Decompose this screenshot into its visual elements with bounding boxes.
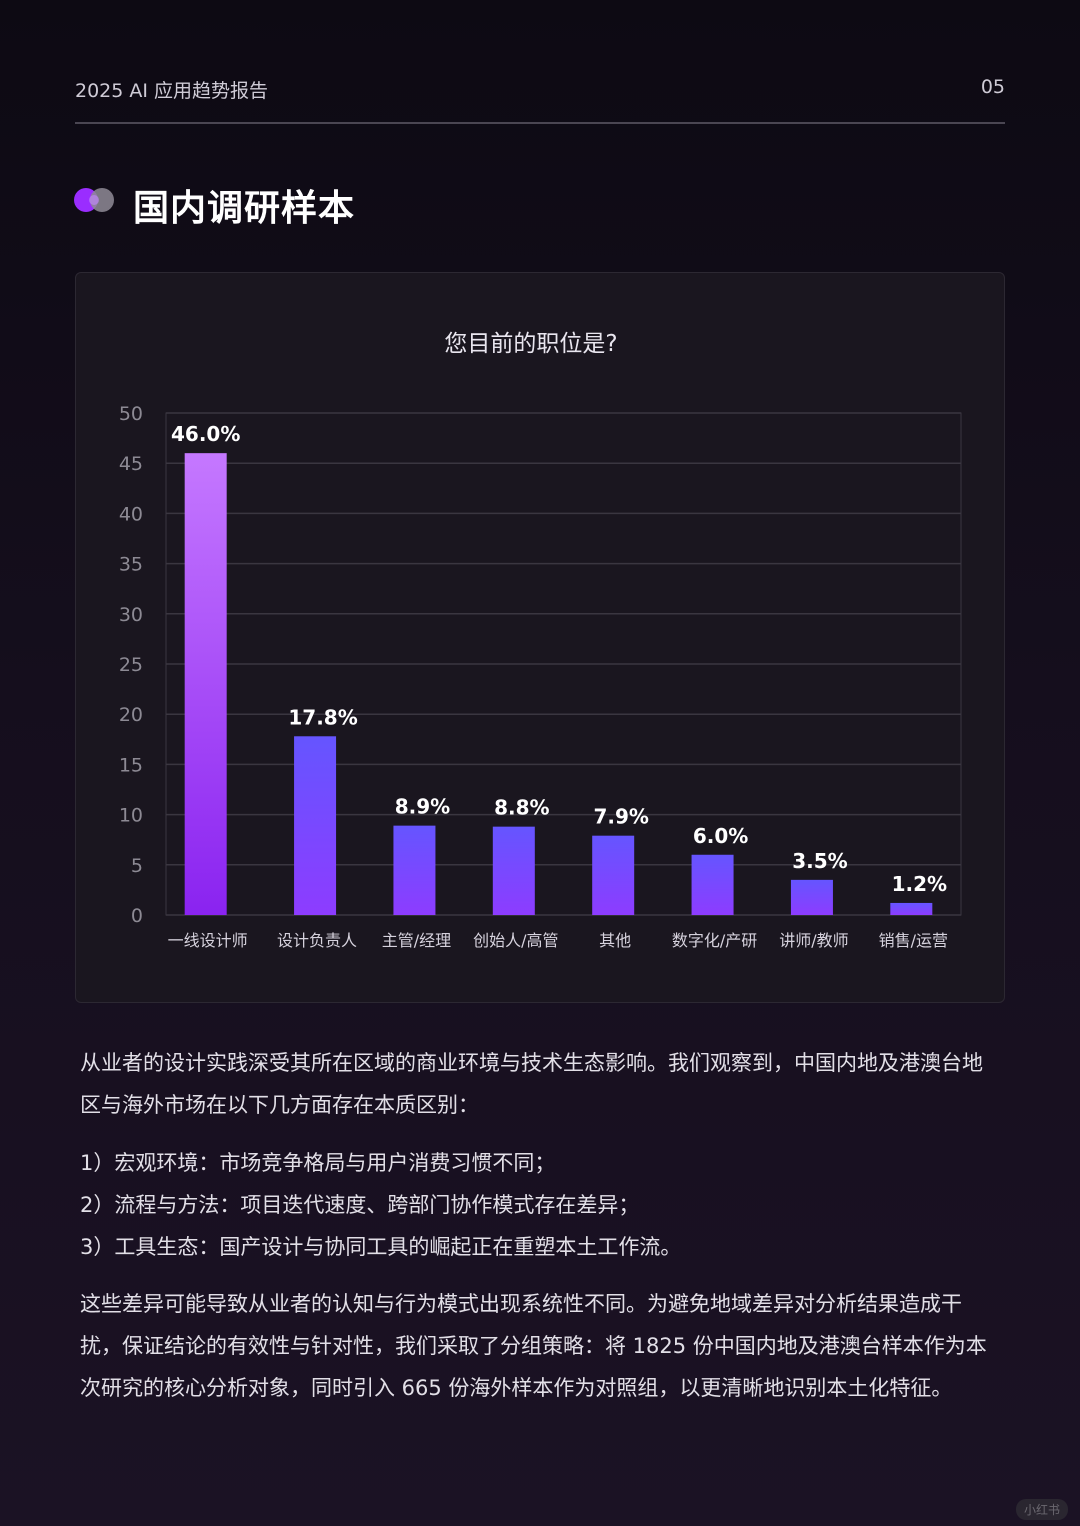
page-header: 2025 AI 应用趋势报告 05	[75, 74, 1005, 124]
y-tick-label: 50	[119, 403, 143, 425]
value-label: 46.0%	[171, 422, 240, 446]
value-label: 1.2%	[892, 872, 947, 896]
x-category-label: 讲师/教师	[779, 931, 848, 950]
bar	[393, 825, 436, 915]
x-category-label: 数字化/产研	[672, 931, 757, 950]
x-category-label: 主管/经理	[382, 931, 451, 950]
value-label: 6.0%	[693, 824, 748, 848]
y-tick-label: 30	[119, 604, 143, 626]
value-label: 7.9%	[593, 805, 648, 829]
report-title: 2025 AI 应用趋势报告	[75, 80, 269, 102]
y-tick-label: 15	[119, 754, 143, 776]
y-tick-label: 20	[119, 704, 143, 726]
watermark-logo: 小红书	[1015, 1499, 1068, 1520]
y-tick-label: 45	[119, 453, 143, 475]
y-tick-label: 35	[119, 554, 143, 576]
x-category-label: 其他	[599, 931, 631, 950]
value-label: 17.8%	[288, 705, 357, 729]
value-label: 8.9%	[395, 795, 450, 819]
bar-chart: 您目前的职位是? 0 5 10 15 20 25 30 35 40 45 50 46.0% 一线设计师 1…	[119, 331, 962, 950]
toggle-dots-icon	[74, 188, 114, 212]
strategy-paragraph: 这些差异可能导致从业者的认知与行为模式出现系统性不同。为避免地域差异对分析结果造…	[80, 1292, 987, 1400]
bar	[184, 453, 227, 915]
y-tick-label: 10	[119, 805, 143, 827]
x-category-label: 一线设计师	[168, 931, 248, 950]
value-label: 3.5%	[792, 849, 847, 873]
list-item: 2）流程与方法：项目迭代速度、跨部门协作模式存在差异；	[80, 1193, 640, 1217]
list-item: 1）宏观环境：市场竞争格局与用户消费习惯不同；	[80, 1151, 556, 1175]
difference-list: 1）宏观环境：市场竞争格局与用户消费习惯不同； 2）流程与方法：项目迭代速度、跨…	[80, 1142, 1002, 1268]
bar	[890, 902, 933, 915]
bar	[790, 879, 833, 915]
intro-paragraph: 从业者的设计实践深受其所在区域的商业环境与技术生态影响。我们观察到，中国内地及港…	[80, 1051, 983, 1117]
bar	[492, 826, 535, 915]
bar	[691, 854, 734, 915]
chart-title: 您目前的职位是?	[444, 331, 617, 357]
section-title: 国内调研样本	[133, 188, 356, 229]
x-category-label: 设计负责人	[277, 931, 357, 950]
list-item: 3）工具生态：国产设计与协同工具的崛起正在重塑本土工作流。	[80, 1235, 682, 1259]
value-label: 8.8%	[494, 796, 549, 820]
y-tick-label: 25	[119, 654, 143, 676]
y-tick-label: 5	[131, 855, 143, 877]
bar	[294, 736, 337, 915]
y-tick-label: 40	[119, 503, 143, 525]
chart-card: 您目前的职位是? 0 5 10 15 20 25 30 35 40 45 50 46.0% 一线设计师 1…	[75, 272, 1005, 1003]
bar	[592, 835, 635, 915]
page-number: 05	[980, 76, 1005, 98]
x-category-label: 销售/运营	[879, 931, 948, 950]
y-tick-label: 0	[131, 905, 143, 927]
x-category-label: 创始人/高管	[473, 931, 558, 950]
